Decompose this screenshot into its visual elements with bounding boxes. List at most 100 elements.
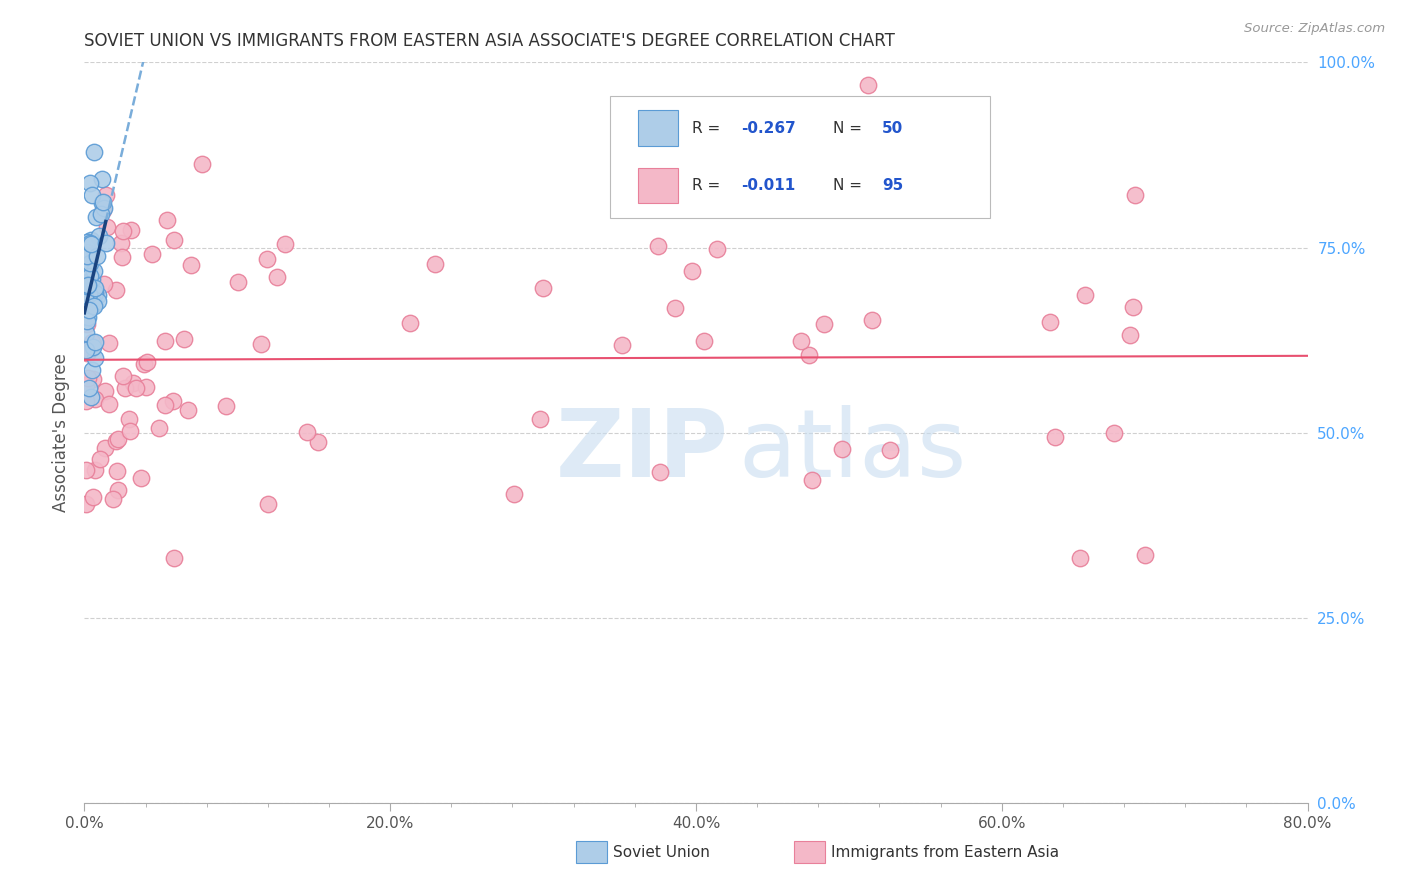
- Point: [105, 283, 128, 297]
- Text: Immigrants from Eastern Asia: Immigrants from Eastern Asia: [831, 846, 1059, 860]
- Point: [82, 372, 104, 386]
- Point: [76, 282, 98, 296]
- Point: [136, 355, 159, 369]
- Point: [256, 252, 278, 267]
- Point: [79, 343, 101, 358]
- Point: [148, 421, 170, 435]
- Point: [77, 296, 100, 310]
- Point: [110, 235, 132, 250]
- Point: [83, 299, 105, 313]
- Point: [125, 381, 148, 395]
- Point: [89, 452, 111, 467]
- Point: [87, 229, 110, 244]
- Point: [664, 301, 686, 316]
- Point: [101, 491, 124, 506]
- Point: [529, 412, 551, 426]
- Point: [80, 236, 103, 251]
- Point: [76, 345, 98, 359]
- Text: SOVIET UNION VS IMMIGRANTS FROM EASTERN ASIA ASSOCIATE'S DEGREE CORRELATION CHAR: SOVIET UNION VS IMMIGRANTS FROM EASTERN …: [84, 32, 896, 50]
- Point: [295, 425, 318, 439]
- Point: [76, 244, 98, 259]
- Point: [84, 281, 107, 295]
- Point: [162, 551, 184, 566]
- Point: [84, 210, 107, 224]
- Point: [86, 249, 108, 263]
- Point: [79, 287, 101, 301]
- Point: [257, 497, 280, 511]
- Point: [856, 78, 879, 92]
- Point: [190, 157, 212, 171]
- Point: [1069, 551, 1091, 566]
- Point: [80, 283, 103, 297]
- Point: [86, 285, 108, 300]
- Point: [83, 264, 105, 278]
- Point: [93, 277, 115, 291]
- Point: [91, 171, 114, 186]
- Point: [91, 196, 114, 211]
- Point: [114, 381, 136, 395]
- Point: [82, 490, 104, 504]
- Point: [84, 334, 107, 349]
- Point: [112, 368, 135, 383]
- Point: [94, 442, 117, 456]
- Point: [96, 187, 118, 202]
- Point: [693, 334, 716, 348]
- Text: Soviet Union: Soviet Union: [613, 846, 710, 860]
- Point: [1043, 430, 1066, 444]
- Text: -0.267: -0.267: [741, 120, 796, 136]
- Point: [84, 392, 107, 406]
- Point: [156, 213, 179, 227]
- Point: [648, 465, 671, 479]
- Point: [134, 357, 156, 371]
- Point: [180, 258, 202, 272]
- Point: [98, 397, 121, 411]
- Point: [173, 332, 195, 346]
- Point: [97, 335, 120, 350]
- Point: [75, 285, 97, 300]
- Point: [80, 390, 103, 404]
- Text: atlas: atlas: [738, 405, 967, 497]
- Point: [82, 271, 104, 285]
- Text: Source: ZipAtlas.com: Source: ZipAtlas.com: [1244, 22, 1385, 36]
- Point: [77, 303, 100, 318]
- Bar: [638, 111, 678, 146]
- Point: [93, 202, 115, 216]
- Point: [80, 362, 103, 376]
- Point: [90, 207, 112, 221]
- Text: N =: N =: [832, 178, 868, 193]
- Point: [800, 473, 823, 487]
- Point: [423, 257, 446, 271]
- Text: 95: 95: [882, 178, 903, 193]
- Point: [250, 337, 273, 351]
- FancyBboxPatch shape: [610, 95, 990, 218]
- Point: [1133, 548, 1156, 562]
- Point: [80, 335, 103, 350]
- Point: [860, 313, 883, 327]
- Point: [76, 318, 98, 332]
- Point: [91, 202, 114, 217]
- Point: [1102, 425, 1125, 440]
- Point: [111, 250, 134, 264]
- Point: [91, 194, 114, 209]
- Point: [82, 340, 104, 354]
- Point: [226, 275, 249, 289]
- Point: [1074, 288, 1097, 302]
- Point: [79, 256, 101, 270]
- Point: [399, 316, 422, 330]
- Point: [84, 285, 107, 300]
- Point: [502, 486, 524, 500]
- Point: [122, 376, 145, 391]
- Point: [94, 384, 117, 398]
- Point: [813, 318, 835, 332]
- Point: [76, 235, 98, 250]
- Point: [75, 343, 97, 358]
- Point: [107, 483, 129, 497]
- Point: [83, 296, 105, 310]
- Point: [79, 236, 101, 251]
- Point: [75, 378, 97, 392]
- Point: [118, 411, 141, 425]
- Point: [274, 236, 297, 251]
- Point: [111, 224, 134, 238]
- Y-axis label: Associate's Degree: Associate's Degree: [52, 353, 70, 512]
- Point: [83, 463, 105, 477]
